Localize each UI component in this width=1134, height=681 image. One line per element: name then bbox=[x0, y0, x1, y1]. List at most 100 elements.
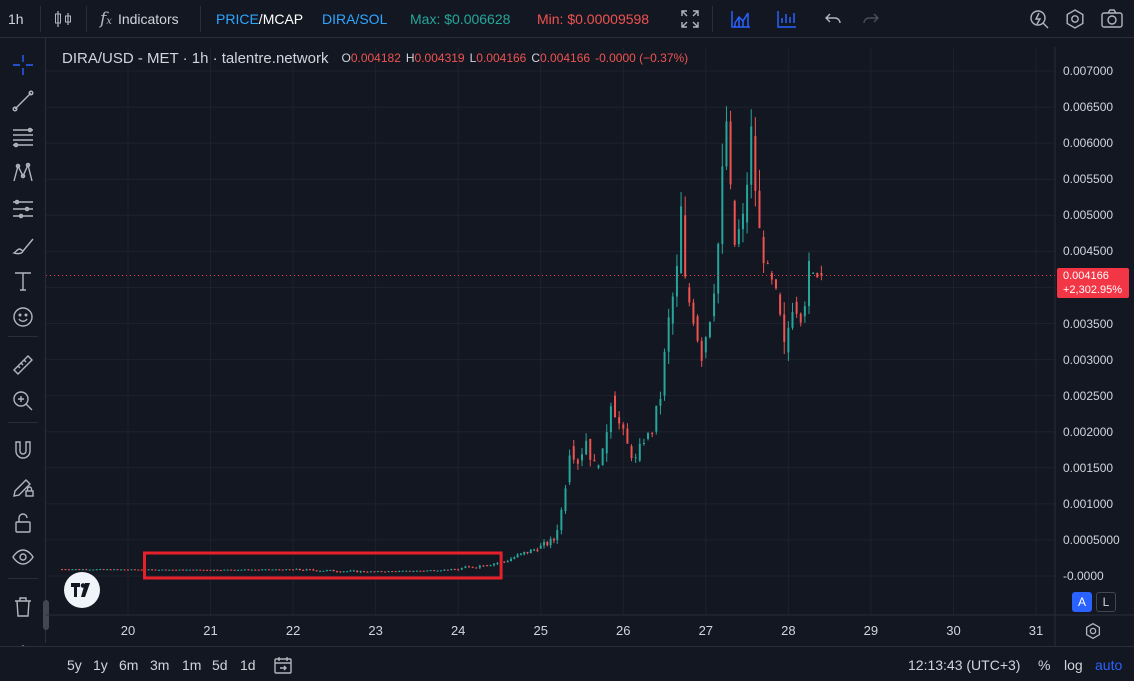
log-scale-button[interactable]: L bbox=[1096, 592, 1116, 612]
fib-tool[interactable] bbox=[8, 122, 38, 152]
candle-body bbox=[684, 215, 687, 277]
candle-body bbox=[741, 213, 744, 230]
candle-body bbox=[758, 190, 761, 229]
measure-tool[interactable] bbox=[8, 350, 38, 380]
range-button-5y[interactable]: 5y bbox=[67, 647, 82, 681]
candle-body bbox=[67, 569, 70, 571]
price-tick-label: 0.003500 bbox=[1063, 316, 1114, 331]
candle-body bbox=[733, 200, 736, 245]
price-tick-label: 0.006000 bbox=[1063, 136, 1114, 151]
symbol-title[interactable]: DIRA/USD - MET · 1h · talentre.network bbox=[62, 49, 329, 67]
candle-body bbox=[133, 569, 136, 571]
candle-body bbox=[803, 306, 806, 317]
candle-style-button[interactable] bbox=[54, 0, 72, 38]
candle-body bbox=[352, 570, 355, 572]
fullscreen-button[interactable] bbox=[680, 0, 700, 38]
pattern-tool[interactable] bbox=[8, 158, 38, 188]
text-tool[interactable] bbox=[8, 266, 38, 296]
brush-tool[interactable] bbox=[8, 230, 38, 260]
range-button-5d[interactable]: 5d bbox=[212, 647, 228, 681]
candle-body bbox=[688, 287, 691, 303]
pair-toggle[interactable]: DIRA/SOL bbox=[322, 0, 387, 38]
trend-line-tool[interactable] bbox=[8, 86, 38, 116]
emoji-tool[interactable] bbox=[8, 302, 38, 332]
redo-button[interactable] bbox=[862, 0, 880, 38]
magnet-tool[interactable] bbox=[8, 436, 38, 466]
close-key: C bbox=[531, 51, 541, 65]
auto-scale-toggle[interactable]: auto bbox=[1095, 647, 1122, 681]
crosshair-tool[interactable] bbox=[8, 50, 38, 80]
gear-icon bbox=[1066, 9, 1084, 29]
candle-body bbox=[597, 465, 600, 468]
range-button-1d[interactable]: 1d bbox=[240, 647, 256, 681]
log-label: log bbox=[1064, 656, 1083, 673]
candle-body bbox=[369, 571, 372, 573]
candle-body bbox=[182, 569, 185, 571]
candle-body bbox=[278, 569, 281, 571]
lock-all-tool[interactable] bbox=[8, 508, 38, 538]
range-button-1y[interactable]: 1y bbox=[93, 647, 108, 681]
candle-body bbox=[74, 569, 77, 571]
candle-body bbox=[247, 569, 250, 571]
divider bbox=[8, 336, 38, 337]
candle-body bbox=[127, 569, 129, 571]
range-button-1m[interactable]: 1m bbox=[182, 647, 201, 681]
tradingview-logo[interactable] bbox=[64, 572, 100, 608]
candle-body bbox=[618, 417, 621, 424]
horizontal-lines-icon bbox=[13, 127, 33, 148]
settings-button[interactable] bbox=[1064, 0, 1086, 38]
interval-label: 1h bbox=[8, 11, 24, 27]
candle-body bbox=[516, 554, 519, 558]
undo-button[interactable] bbox=[824, 0, 842, 38]
high-value: 0.004319 bbox=[414, 51, 465, 65]
indicators-button[interactable]: fx Indicators bbox=[100, 0, 179, 38]
high-key: H bbox=[405, 51, 415, 65]
candle-body bbox=[762, 236, 765, 264]
percent-scale-toggle[interactable]: % bbox=[1038, 647, 1050, 681]
time-tick-label: 22 bbox=[285, 623, 301, 638]
candle-body bbox=[415, 570, 418, 572]
candle-body bbox=[346, 571, 349, 573]
price-tick-label: 0.0005000 bbox=[1063, 532, 1120, 547]
price-tick-label: -0.0000 bbox=[1063, 569, 1104, 583]
range-button-3m[interactable]: 3m bbox=[150, 647, 169, 681]
log-scale-toggle[interactable]: log bbox=[1064, 647, 1083, 681]
auto-label: auto bbox=[1095, 656, 1123, 673]
candle-body bbox=[329, 569, 332, 571]
price-tick-label: 0.005000 bbox=[1063, 208, 1114, 223]
candle-body bbox=[783, 314, 786, 342]
candle-body bbox=[543, 541, 546, 546]
remove-drawings-tool[interactable] bbox=[8, 592, 38, 622]
chart-type-area-button[interactable] bbox=[730, 0, 752, 38]
clock[interactable]: 12:13:43 (UTC+3) bbox=[908, 647, 1020, 681]
lock-drawing-tool[interactable] bbox=[8, 472, 38, 502]
candle-body bbox=[626, 428, 629, 444]
redo-icon bbox=[863, 13, 879, 24]
candle-body bbox=[529, 549, 532, 554]
candle-body bbox=[523, 551, 526, 555]
axis-settings-button[interactable] bbox=[1084, 622, 1102, 645]
candle-body bbox=[95, 569, 98, 571]
candle-body bbox=[692, 302, 695, 324]
forecast-tool[interactable] bbox=[8, 194, 38, 224]
price-mcap-toggle[interactable]: PRICE / MCAP bbox=[216, 11, 304, 27]
hide-drawings-tool[interactable] bbox=[8, 542, 38, 572]
interval-button[interactable]: 1h bbox=[8, 0, 24, 38]
candle-body bbox=[81, 569, 84, 571]
range-button-6m[interactable]: 6m bbox=[119, 647, 138, 681]
forecast-icon bbox=[13, 199, 33, 219]
candle-body bbox=[223, 569, 226, 571]
min-label: Min: $0.00009598 bbox=[537, 11, 650, 27]
auto-scale-button[interactable]: A bbox=[1072, 592, 1092, 612]
snapshot-button[interactable] bbox=[1100, 0, 1124, 38]
candle-body bbox=[475, 567, 478, 569]
date-range-button[interactable] bbox=[272, 647, 294, 681]
time-tick-label: 28 bbox=[781, 623, 796, 638]
chart-type-bars-button[interactable] bbox=[776, 0, 798, 38]
time-tick-label: 30 bbox=[946, 623, 961, 638]
time-tick-label: 26 bbox=[616, 623, 631, 638]
zoom-tool[interactable] bbox=[8, 386, 38, 416]
quick-search-button[interactable] bbox=[1028, 0, 1050, 38]
low-value: 0.004166 bbox=[476, 51, 527, 65]
